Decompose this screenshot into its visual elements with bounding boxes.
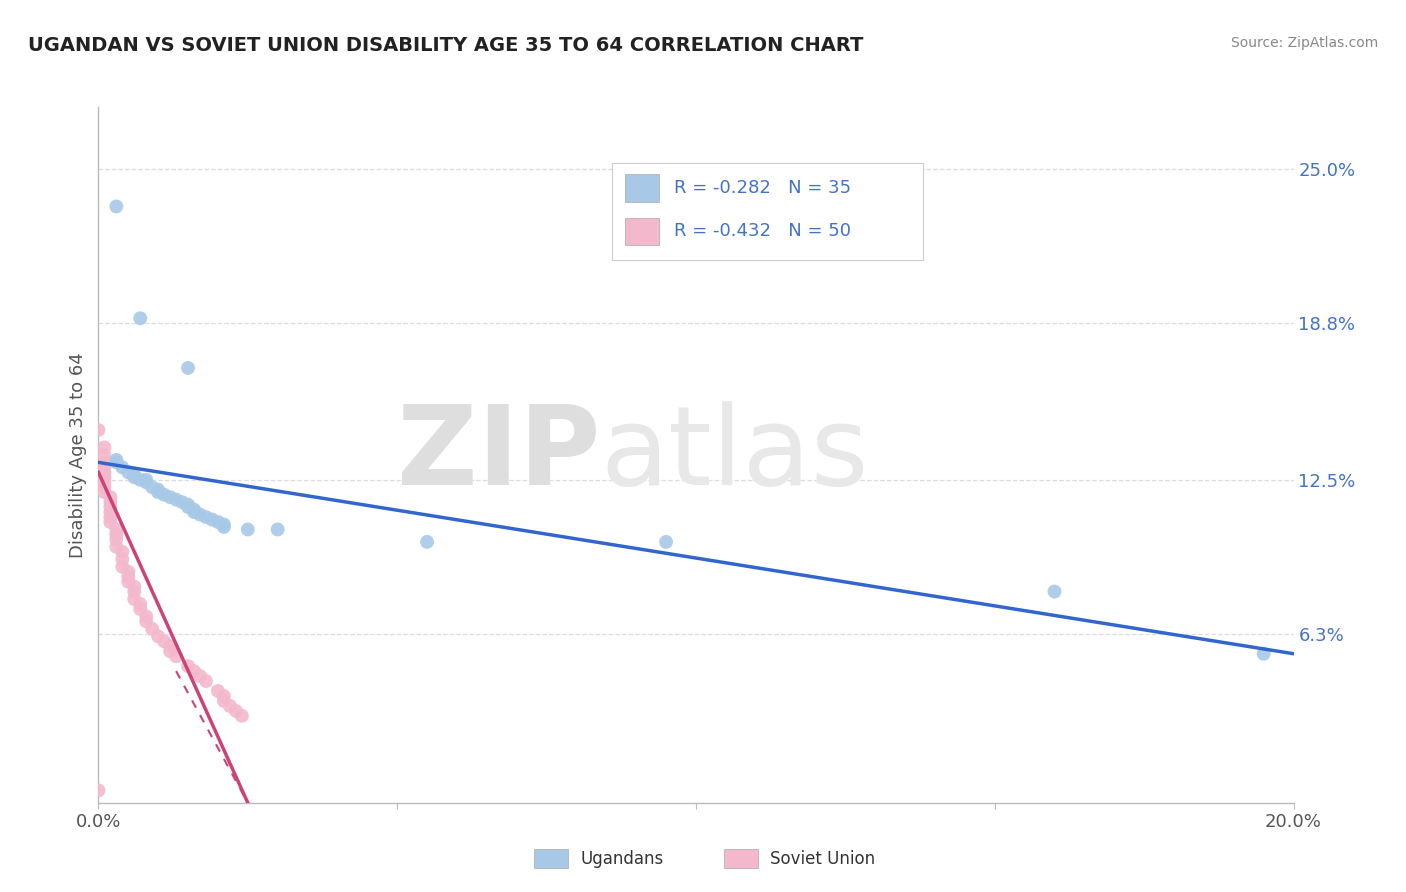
Text: Ugandans: Ugandans: [581, 849, 664, 868]
Point: [236, 523, 259, 537]
Point: [98, 500, 122, 514]
Point: [98, 495, 122, 509]
Point: [148, 629, 170, 643]
Bar: [534, 849, 568, 869]
Point: [117, 565, 139, 579]
Point: [1043, 584, 1066, 599]
Point: [93, 475, 115, 490]
Point: [165, 649, 187, 664]
Point: [111, 559, 134, 574]
Text: ZIP: ZIP: [396, 401, 600, 508]
Point: [105, 540, 128, 554]
Point: [207, 515, 229, 529]
Point: [201, 512, 224, 526]
Point: [183, 664, 205, 678]
Point: [117, 574, 139, 589]
Point: [93, 485, 115, 500]
Point: [93, 448, 115, 462]
Point: [225, 704, 247, 718]
Point: [183, 505, 205, 519]
Point: [129, 597, 152, 611]
Point: [135, 473, 157, 487]
Point: [111, 460, 134, 475]
Point: [87, 783, 110, 797]
Point: [416, 534, 439, 549]
Y-axis label: Disability Age 35 to 64: Disability Age 35 to 64: [69, 352, 87, 558]
Point: [177, 659, 200, 673]
Point: [177, 498, 200, 512]
Point: [98, 505, 122, 519]
Point: [124, 467, 146, 482]
Point: [124, 592, 146, 607]
Text: UGANDAN VS SOVIET UNION DISABILITY AGE 35 TO 64 CORRELATION CHART: UGANDAN VS SOVIET UNION DISABILITY AGE 3…: [28, 36, 863, 54]
Point: [93, 441, 115, 455]
Point: [212, 517, 235, 532]
Point: [105, 533, 128, 547]
Point: [135, 615, 157, 629]
Point: [105, 453, 128, 467]
Point: [148, 483, 170, 497]
Text: Soviet Union: Soviet Union: [770, 849, 876, 868]
Point: [159, 639, 181, 653]
Point: [655, 534, 678, 549]
Text: R = -0.432   N = 50: R = -0.432 N = 50: [675, 222, 852, 240]
Bar: [724, 849, 758, 869]
Point: [159, 644, 181, 658]
Point: [98, 490, 122, 504]
Point: [105, 199, 128, 213]
Point: [219, 698, 242, 713]
Point: [165, 492, 187, 507]
Point: [135, 475, 157, 490]
Point: [183, 502, 205, 516]
Point: [159, 490, 181, 504]
Point: [195, 510, 218, 524]
Point: [93, 480, 115, 494]
Point: [117, 466, 139, 480]
Point: [177, 500, 200, 514]
Point: [141, 480, 163, 494]
Point: [129, 473, 152, 487]
Text: Source: ZipAtlas.com: Source: ZipAtlas.com: [1230, 36, 1378, 50]
Point: [93, 455, 115, 469]
Point: [212, 520, 235, 534]
Point: [129, 602, 152, 616]
Bar: [624, 219, 659, 245]
Point: [231, 708, 253, 723]
Point: [177, 360, 200, 375]
Point: [153, 634, 176, 648]
Point: [93, 466, 115, 480]
Point: [195, 674, 218, 689]
Point: [111, 545, 134, 559]
Point: [105, 523, 128, 537]
Point: [93, 470, 115, 484]
Point: [124, 580, 146, 594]
Point: [1253, 647, 1275, 661]
Point: [212, 689, 235, 703]
Point: [111, 552, 134, 566]
Point: [93, 460, 115, 475]
Point: [153, 488, 176, 502]
Point: [124, 584, 146, 599]
Point: [124, 470, 146, 484]
Point: [141, 622, 163, 636]
Point: [129, 311, 152, 326]
Point: [105, 455, 128, 469]
Point: [267, 523, 290, 537]
Point: [105, 527, 128, 541]
Point: [172, 495, 194, 509]
Point: [98, 515, 122, 529]
Point: [212, 694, 235, 708]
Point: [207, 684, 229, 698]
Text: atlas: atlas: [600, 401, 869, 508]
Point: [188, 669, 211, 683]
Point: [135, 609, 157, 624]
Bar: [624, 175, 659, 202]
Point: [117, 570, 139, 584]
Text: R = -0.282   N = 35: R = -0.282 N = 35: [675, 178, 852, 196]
Point: [87, 423, 110, 437]
Point: [188, 508, 211, 522]
Point: [98, 510, 122, 524]
Point: [148, 485, 170, 500]
